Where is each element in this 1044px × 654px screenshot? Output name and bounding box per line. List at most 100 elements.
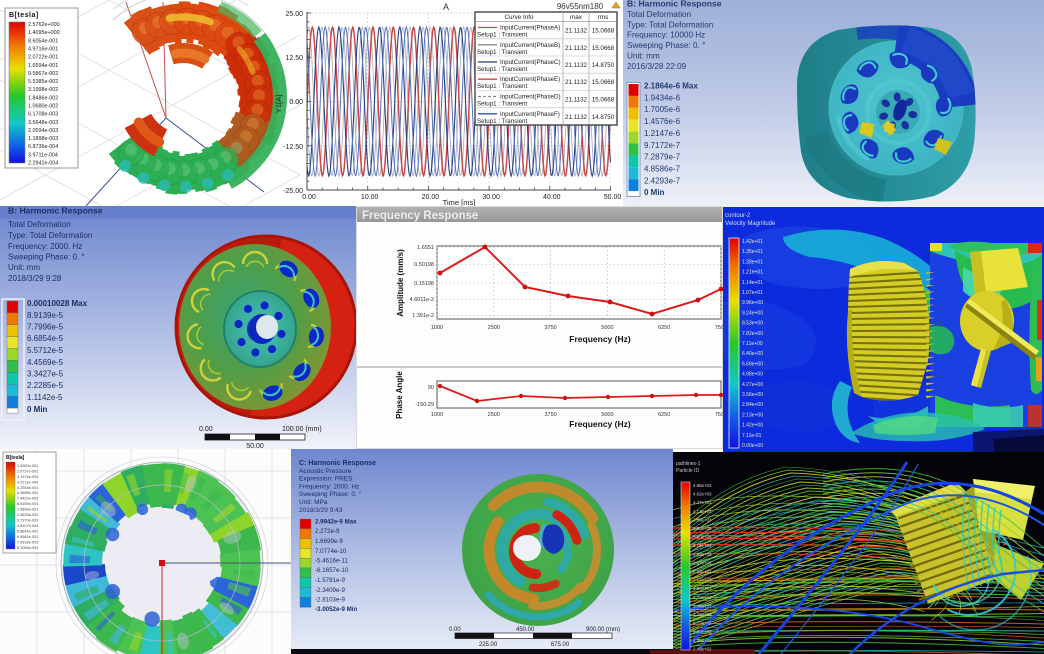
svg-text:40.00: 40.00	[543, 194, 561, 201]
svg-text:InputCurrent(PhaseB): InputCurrent(PhaseB)	[500, 42, 560, 49]
svg-text:2.92e+03: 2.92e+03	[693, 552, 712, 557]
svg-text:2.5762e+000: 2.5762e+000	[28, 22, 60, 28]
svg-text:4.27e+00: 4.27e+00	[742, 382, 763, 388]
svg-text:50.00: 50.00	[246, 443, 264, 449]
svg-text:Curve Info: Curve Info	[504, 14, 534, 21]
svg-text:7.0774e-10: 7.0774e-10	[315, 548, 347, 555]
svg-text:2.0722e-001: 2.0722e-001	[28, 55, 58, 61]
svg-text:1.94e+03: 1.94e+03	[693, 586, 712, 591]
svg-text:100.00 (mm): 100.00 (mm)	[282, 426, 322, 433]
svg-text:Phase Angle: Phase Angle	[395, 371, 404, 419]
svg-text:5000: 5000	[601, 325, 613, 331]
svg-text:15.0668: 15.0668	[592, 79, 615, 86]
svg-text:Setup1 : Transient: Setup1 : Transient	[477, 118, 527, 125]
svg-text:10.00: 10.00	[361, 194, 379, 201]
svg-text:2.0594e-003: 2.0594e-003	[28, 128, 58, 134]
svg-text:1.6551: 1.6551	[417, 245, 434, 251]
svg-text:4.2211e-004: 4.2211e-004	[17, 480, 38, 484]
svg-text:21.1132: 21.1132	[565, 45, 587, 52]
svg-text:Total Deformation: Total Deformation	[8, 220, 71, 229]
svg-text:Acoustic Pressure: Acoustic Pressure	[299, 468, 352, 475]
svg-text:Setup1 : Transient: Setup1 : Transient	[477, 83, 527, 90]
svg-text:Sweeping Phase: 0. °: Sweeping Phase: 0. °	[8, 253, 85, 262]
svg-text:225.00: 225.00	[479, 642, 498, 648]
svg-text:7500: 7500	[715, 325, 723, 331]
svg-text:InputCurrent(PhaseC): InputCurrent(PhaseC)	[500, 59, 561, 66]
svg-text:B: Harmonic Response: B: Harmonic Response	[627, 0, 722, 9]
svg-text:Setup1 : Transient: Setup1 : Transient	[477, 49, 527, 56]
svg-text:2.272e-9: 2.272e-9	[315, 528, 340, 535]
svg-text:21.1132: 21.1132	[565, 62, 587, 69]
svg-text:1.4576e-6: 1.4576e-6	[644, 117, 681, 126]
svg-text:5.2948e-001: 5.2948e-001	[17, 486, 38, 490]
svg-text:Type: Total Deformation: Type: Total Deformation	[8, 231, 92, 240]
svg-text:6.9581e-002: 6.9581e-002	[17, 535, 38, 539]
svg-text:4.9716e-001: 4.9716e-001	[28, 47, 58, 53]
svg-text:Setup1 : Transient: Setup1 : Transient	[477, 66, 527, 73]
svg-text:InputCurrent(PhaseD): InputCurrent(PhaseD)	[500, 94, 561, 101]
svg-text:15.0668: 15.0668	[592, 28, 615, 35]
svg-text:0.15198: 0.15198	[414, 281, 434, 287]
svg-text:Frequency: 2000. Hz: Frequency: 2000. Hz	[8, 242, 82, 251]
svg-text:21.1132: 21.1132	[565, 28, 587, 35]
svg-text:5.8844e-001: 5.8844e-001	[17, 529, 38, 533]
svg-text:3.16e+03: 3.16e+03	[693, 543, 712, 548]
svg-text:-1.5781e-9: -1.5781e-9	[315, 577, 345, 584]
svg-text:Setup1 : Transient: Setup1 : Transient	[477, 101, 527, 108]
svg-text:4.86e+03: 4.86e+03	[693, 483, 712, 488]
svg-text:3750: 3750	[544, 412, 556, 418]
svg-text:3.89e+03: 3.89e+03	[693, 517, 712, 522]
svg-text:8.1055e-004: 8.1055e-004	[17, 546, 38, 550]
svg-text:4.86e+02: 4.86e+02	[693, 638, 712, 643]
svg-text:rms: rms	[598, 14, 609, 21]
svg-text:Frequency: 10000 Hz: Frequency: 10000 Hz	[627, 31, 705, 40]
svg-text:21.1132: 21.1132	[565, 114, 587, 121]
svg-text:3.3427e-5: 3.3427e-5	[27, 370, 64, 379]
svg-text:0.00: 0.00	[199, 426, 213, 433]
svg-text:20.00: 20.00	[422, 194, 440, 201]
svg-text:1.22e+03: 1.22e+03	[693, 612, 712, 617]
svg-text:5000: 5000	[601, 412, 613, 418]
svg-text:0.50198: 0.50198	[414, 262, 434, 268]
svg-text:9.24e+00: 9.24e+00	[742, 310, 763, 316]
svg-text:4.6011e-2: 4.6011e-2	[410, 297, 434, 303]
svg-text:3.1998e-002: 3.1998e-002	[28, 87, 58, 93]
svg-text:2.6633e-002: 2.6633e-002	[17, 513, 38, 517]
svg-text:9.73e+02: 9.73e+02	[693, 621, 712, 626]
svg-text:96v55nm180: 96v55nm180	[557, 2, 604, 11]
svg-text:7.30e+02: 7.30e+02	[693, 629, 712, 634]
svg-text:2.19e+03: 2.19e+03	[693, 578, 712, 583]
svg-text:15.0668: 15.0668	[592, 45, 615, 52]
svg-text:2.13e+00: 2.13e+00	[742, 412, 763, 418]
svg-text:1.0000e-001: 1.0000e-001	[17, 464, 38, 468]
svg-text:3.56e+00: 3.56e+00	[742, 392, 763, 398]
svg-text:Y1[A]: Y1[A]	[274, 95, 283, 113]
svg-text:1.8486e-002: 1.8486e-002	[28, 95, 58, 101]
svg-text:14.8750: 14.8750	[592, 114, 615, 121]
svg-text:30.00: 30.00	[482, 194, 500, 201]
svg-text:-12.50: -12.50	[283, 144, 303, 151]
svg-text:7.4422e-003: 7.4422e-003	[17, 497, 38, 501]
svg-text:1.21e+01: 1.21e+01	[742, 270, 763, 276]
svg-text:-3.0052e-9 Min: -3.0052e-9 Min	[315, 606, 358, 613]
svg-text:-25.00: -25.00	[283, 188, 303, 195]
svg-text:3.9711e-004: 3.9711e-004	[28, 152, 58, 158]
svg-text:3750: 3750	[544, 325, 556, 331]
svg-text:1000: 1000	[431, 325, 443, 331]
svg-text:InputCurrent(PhaseF): InputCurrent(PhaseF)	[500, 111, 560, 118]
svg-text:1.6594e-001: 1.6594e-001	[28, 63, 58, 69]
svg-text:1.28e+01: 1.28e+01	[742, 259, 763, 265]
svg-text:2018/3/29 9:43: 2018/3/29 9:43	[299, 507, 343, 514]
svg-text:5.5385e-002: 5.5385e-002	[28, 79, 58, 85]
svg-text:-150.29: -150.29	[415, 402, 434, 408]
svg-text:6.40e+00: 6.40e+00	[742, 351, 763, 357]
svg-text:7500: 7500	[715, 412, 723, 418]
svg-text:7.7996e-5: 7.7996e-5	[27, 323, 64, 332]
svg-text:0.00: 0.00	[302, 194, 316, 201]
svg-text:21.1132: 21.1132	[565, 79, 587, 86]
svg-text:Unit: mm: Unit: mm	[627, 52, 660, 61]
svg-text:0.00e+00: 0.00e+00	[742, 443, 763, 449]
svg-text:3.1474e-003: 3.1474e-003	[17, 475, 38, 479]
svg-text:1.42e+00: 1.42e+00	[742, 423, 763, 429]
svg-text:4.8107e-004: 4.8107e-004	[17, 524, 38, 528]
